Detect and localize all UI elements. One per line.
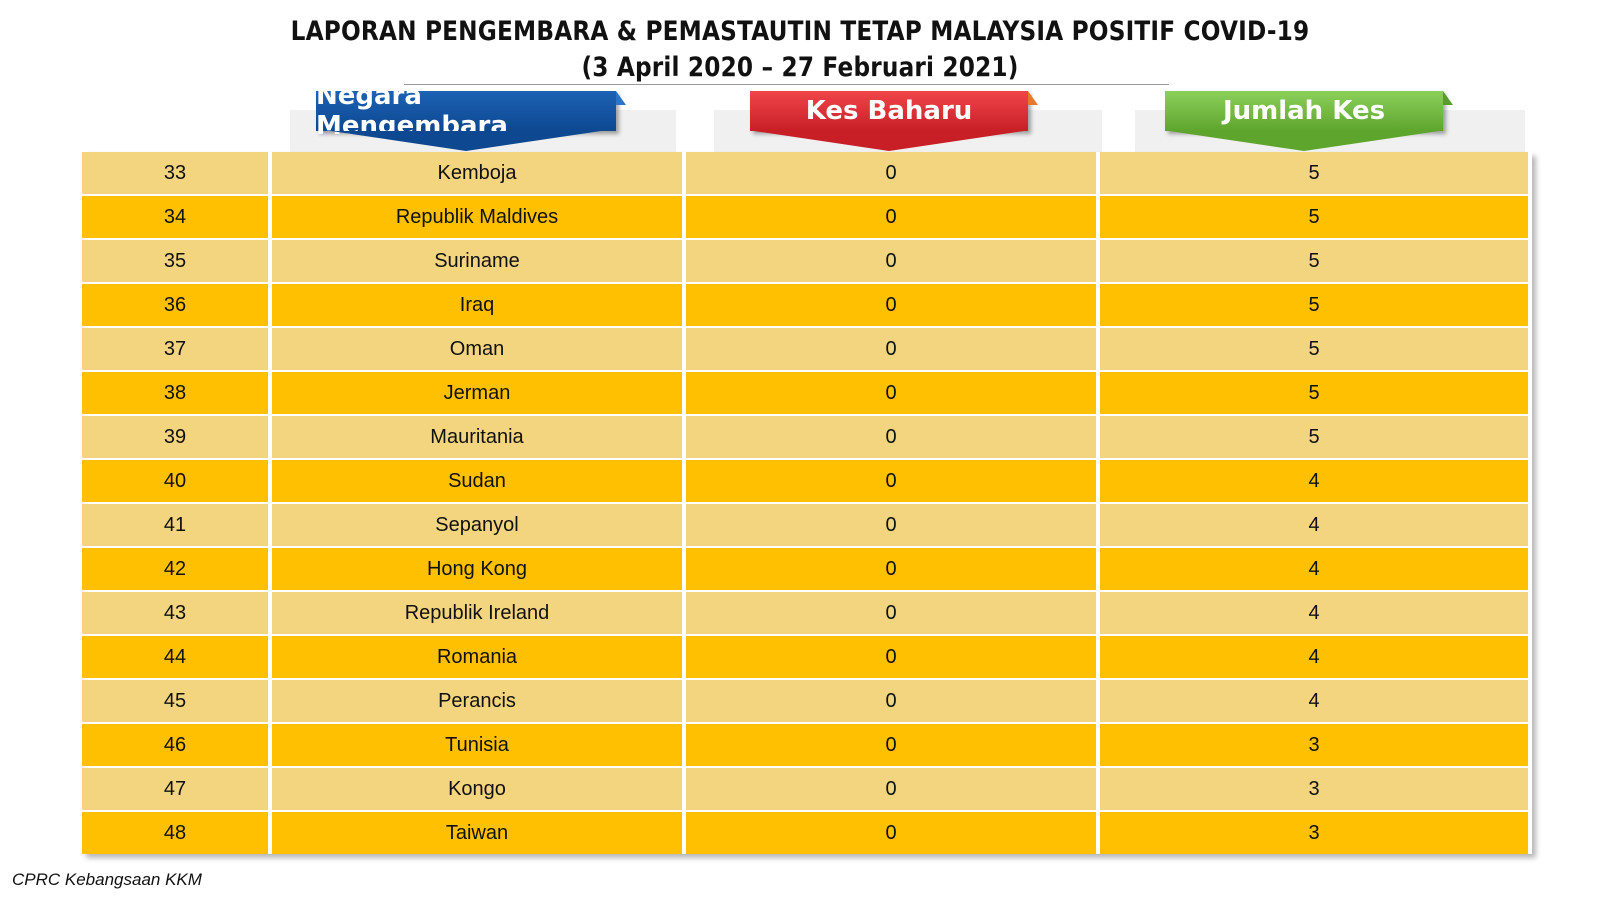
new-cases-cell: 0 (686, 548, 1096, 590)
country-cell: Sepanyol (272, 504, 682, 546)
country-cell: Kemboja (272, 152, 682, 194)
country-cell: Jerman (272, 372, 682, 414)
table-row: 38 Jerman 0 5 (82, 372, 1532, 414)
table-row: 40 Sudan 0 4 (82, 460, 1532, 502)
row-number: 33 (82, 152, 268, 194)
new-cases-cell: 0 (686, 724, 1096, 766)
total-cases-cell: 5 (1100, 284, 1528, 326)
new-cases-cell: 0 (686, 240, 1096, 282)
row-number: 34 (82, 196, 268, 238)
country-cell: Mauritania (272, 416, 682, 458)
row-number: 42 (82, 548, 268, 590)
new-cases-cell: 0 (686, 460, 1096, 502)
new-cases-header-arrow (754, 131, 1024, 151)
country-header: Negara Mengembara (316, 81, 626, 151)
new-cases-cell: 0 (686, 636, 1096, 678)
row-number: 45 (82, 680, 268, 722)
country-header-fold (616, 91, 626, 105)
country-cell: Iraq (272, 284, 682, 326)
table-row: 36 Iraq 0 5 (82, 284, 1532, 326)
new-cases-cell: 0 (686, 768, 1096, 810)
country-header-arrow (331, 131, 601, 151)
table-row: 48 Taiwan 0 3 (82, 812, 1532, 854)
total-cases-cell: 4 (1100, 680, 1528, 722)
country-cell: Oman (272, 328, 682, 370)
row-number: 35 (82, 240, 268, 282)
total-cases-cell: 5 (1100, 372, 1528, 414)
country-cell: Sudan (272, 460, 682, 502)
total-cases-cell: 4 (1100, 460, 1528, 502)
total-cases-header-arrow (1169, 131, 1439, 151)
new-cases-cell: 0 (686, 152, 1096, 194)
country-cell: Romania (272, 636, 682, 678)
table-row: 39 Mauritania 0 5 (82, 416, 1532, 458)
total-cases-cell: 4 (1100, 504, 1528, 546)
new-cases-header: Kes Baharu (750, 91, 1038, 151)
table-row: 47 Kongo 0 3 (82, 768, 1532, 810)
country-cell: Hong Kong (272, 548, 682, 590)
report-title: LAPORAN PENGEMBARA & PEMASTAUTIN TETAP M… (290, 16, 1310, 47)
table-row: 35 Suriname 0 5 (82, 240, 1532, 282)
row-number: 37 (82, 328, 268, 370)
table-row: 33 Kemboja 0 5 (82, 152, 1532, 194)
new-cases-cell: 0 (686, 812, 1096, 854)
total-cases-header-fold (1443, 91, 1453, 105)
new-cases-cell: 0 (686, 504, 1096, 546)
new-cases-cell: 0 (686, 328, 1096, 370)
total-cases-cell: 5 (1100, 328, 1528, 370)
table-row: 34 Republik Maldives 0 5 (82, 196, 1532, 238)
country-cell: Republik Ireland (272, 592, 682, 634)
country-cell: Suriname (272, 240, 682, 282)
total-cases-cell: 4 (1100, 636, 1528, 678)
table-row: 41 Sepanyol 0 4 (82, 504, 1532, 546)
source-credit: CPRC Kebangsaan KKM (12, 870, 202, 889)
row-number: 39 (82, 416, 268, 458)
total-cases-cell: 4 (1100, 592, 1528, 634)
table-row: 37 Oman 0 5 (82, 328, 1532, 370)
total-cases-cell: 3 (1100, 724, 1528, 766)
row-number: 43 (82, 592, 268, 634)
cases-table: 33 Kemboja 0 5 34 Republik Maldives 0 5 … (82, 152, 1532, 854)
new-cases-cell: 0 (686, 372, 1096, 414)
table-row: 45 Perancis 0 4 (82, 680, 1532, 722)
row-number: 40 (82, 460, 268, 502)
new-cases-header-fold (1028, 91, 1038, 105)
country-cell: Kongo (272, 768, 682, 810)
table-row: 46 Tunisia 0 3 (82, 724, 1532, 766)
table-row: 44 Romania 0 4 (82, 636, 1532, 678)
row-number: 47 (82, 768, 268, 810)
new-cases-cell: 0 (686, 592, 1096, 634)
total-cases-cell: 5 (1100, 152, 1528, 194)
new-cases-header-label: Kes Baharu (805, 96, 973, 126)
country-cell: Tunisia (272, 724, 682, 766)
total-cases-cell: 4 (1100, 548, 1528, 590)
new-cases-cell: 0 (686, 284, 1096, 326)
country-cell: Republik Maldives (272, 196, 682, 238)
new-cases-cell: 0 (686, 196, 1096, 238)
title-underline (404, 84, 1169, 85)
total-cases-header-label: Jumlah Kes (1222, 96, 1386, 126)
total-cases-header: Jumlah Kes (1165, 91, 1453, 151)
new-cases-cell: 0 (686, 416, 1096, 458)
country-cell: Perancis (272, 680, 682, 722)
table-row: 42 Hong Kong 0 4 (82, 548, 1532, 590)
row-number: 44 (82, 636, 268, 678)
total-cases-cell: 3 (1100, 812, 1528, 854)
total-cases-cell: 5 (1100, 416, 1528, 458)
total-cases-cell: 3 (1100, 768, 1528, 810)
country-cell: Taiwan (272, 812, 682, 854)
new-cases-cell: 0 (686, 680, 1096, 722)
row-number: 46 (82, 724, 268, 766)
row-number: 36 (82, 284, 268, 326)
total-cases-cell: 5 (1100, 240, 1528, 282)
row-number: 38 (82, 372, 268, 414)
table-row: 43 Republik Ireland 0 4 (82, 592, 1532, 634)
report-date-range: (3 April 2020 – 27 Februari 2021) (581, 52, 1019, 83)
total-cases-cell: 5 (1100, 196, 1528, 238)
row-number: 41 (82, 504, 268, 546)
row-number: 48 (82, 812, 268, 854)
